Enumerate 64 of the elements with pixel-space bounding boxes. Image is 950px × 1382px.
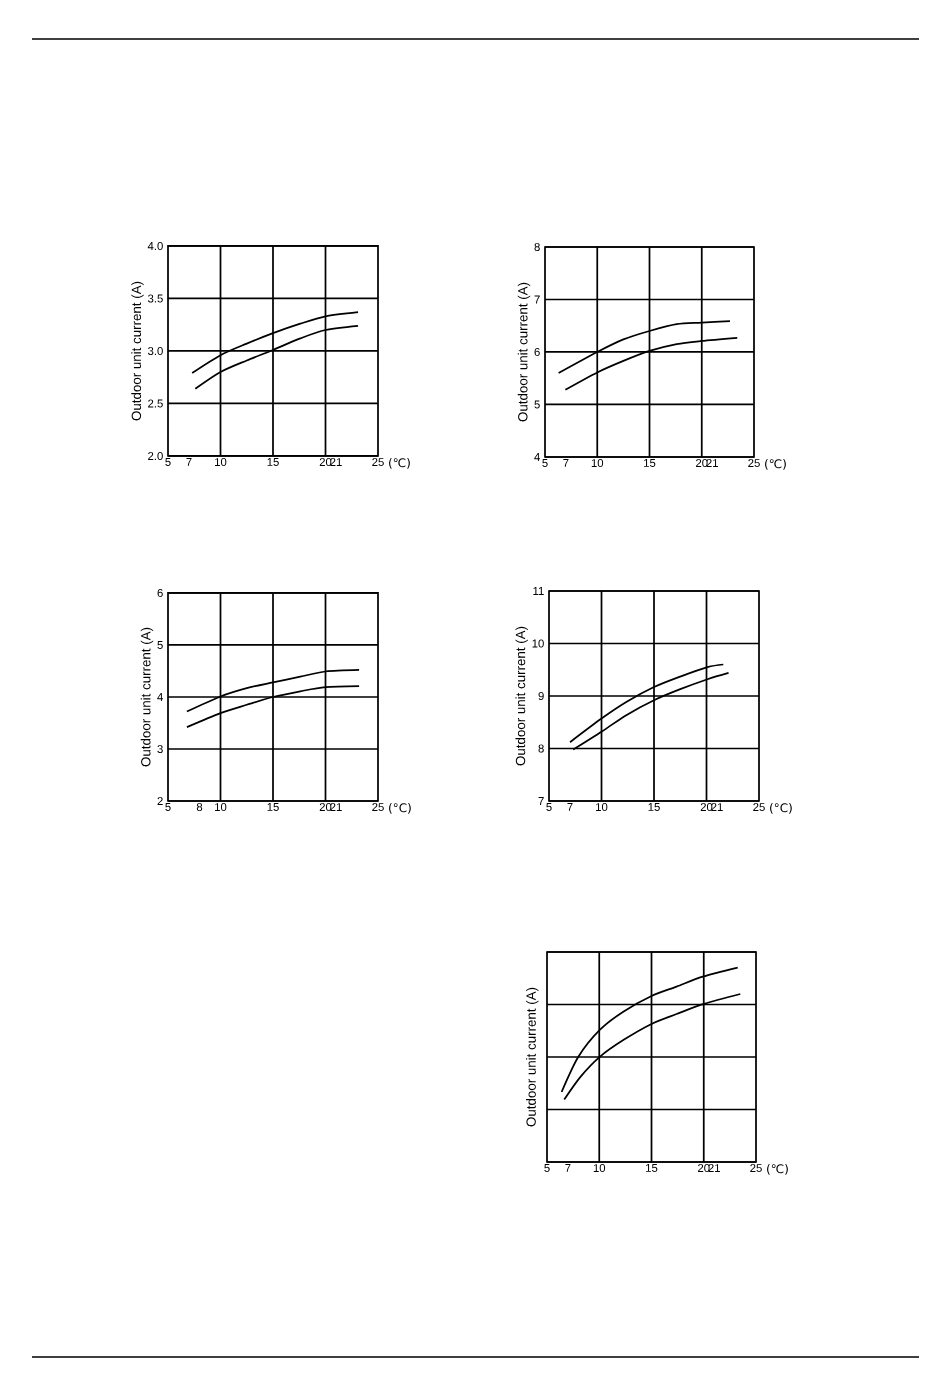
x-tick-label: 7 [567,803,573,811]
x-tick-label: 20 [698,1164,710,1173]
x-tick-label: 7 [186,458,192,466]
y-axis-title: Outdoor unit current (A) [140,627,154,767]
y-tick-label: 6 [157,588,163,597]
x-axis-title: (℃) [767,1164,788,1175]
y-tick-label: 8 [534,242,540,251]
y-tick-label: 2.0 [148,451,163,460]
x-tick-label: 7 [563,459,569,467]
y-tick-label: 2 [157,797,163,805]
y-tick-label: 5 [534,400,540,409]
x-tick-label: 25 [753,803,765,812]
y-tick-label: 7 [534,295,540,304]
y-tick-label: 10 [532,639,544,648]
x-tick-label: 10 [593,1164,606,1173]
y-tick-label: 4.0 [147,241,163,250]
y-axis-title: Outdoor unit current (A) [526,987,539,1127]
y-axis-title: Outdoor unit current (A) [515,626,528,766]
y-tick-label: 11 [533,587,544,595]
y-tick-label: 4 [157,693,163,701]
x-tick-label: 15 [267,458,279,466]
x-tick-label: 25 [750,1164,762,1173]
x-tick-label: 21 [330,458,342,466]
x-tick-label: 25 [748,459,760,468]
y-tick-label: 2.5 [148,399,163,408]
y-tick-label: 3.5 [147,294,163,303]
y-tick-label: 8 [538,744,544,753]
y-tick-label: 6 [534,347,540,356]
x-axis-title: (°C) [389,803,411,814]
x-tick-label: 10 [591,459,604,468]
x-tick-label: 15 [267,803,279,811]
y-axis-title: Outdoor unit current (A) [131,281,144,421]
x-axis-title: (°C) [770,803,792,814]
y-tick-label: 4 [534,453,540,461]
x-tick-label: 15 [646,1164,658,1172]
x-tick-label: 25 [372,458,384,467]
y-tick-label: 9 [538,691,544,700]
y-tick-label: 3 [157,744,163,753]
x-tick-label: 5 [165,803,171,811]
x-tick-label: 21 [711,803,723,811]
x-tick-label: 10 [596,803,608,812]
x-tick-label: 8 [196,803,203,812]
x-tick-label: 21 [708,1164,720,1172]
x-tick-label: 20 [696,459,708,468]
x-tick-label: 15 [648,803,660,811]
x-tick-label: 5 [544,1164,550,1172]
x-tick-label: 20 [319,803,332,812]
y-tick-label: 5 [157,641,163,649]
x-tick-label: 21 [330,803,342,811]
x-tick-label: 5 [165,458,171,466]
x-tick-label: 10 [215,458,227,467]
x-tick-label: 25 [372,803,384,812]
x-tick-label: 15 [644,459,656,467]
x-tick-label: 21 [706,459,718,467]
x-axis-title: (℃) [389,458,410,469]
x-tick-label: 10 [215,803,227,812]
x-tick-label: 20 [700,803,713,812]
y-tick-label: 3.0 [147,346,163,355]
x-axis-title: (℃) [765,459,786,470]
x-tick-label: 7 [565,1164,571,1172]
y-axis-title: Outdoor unit current (A) [517,282,531,422]
x-tick-label: 20 [319,458,332,467]
x-tick-label: 5 [546,803,552,811]
y-tick-label: 7 [538,797,544,805]
